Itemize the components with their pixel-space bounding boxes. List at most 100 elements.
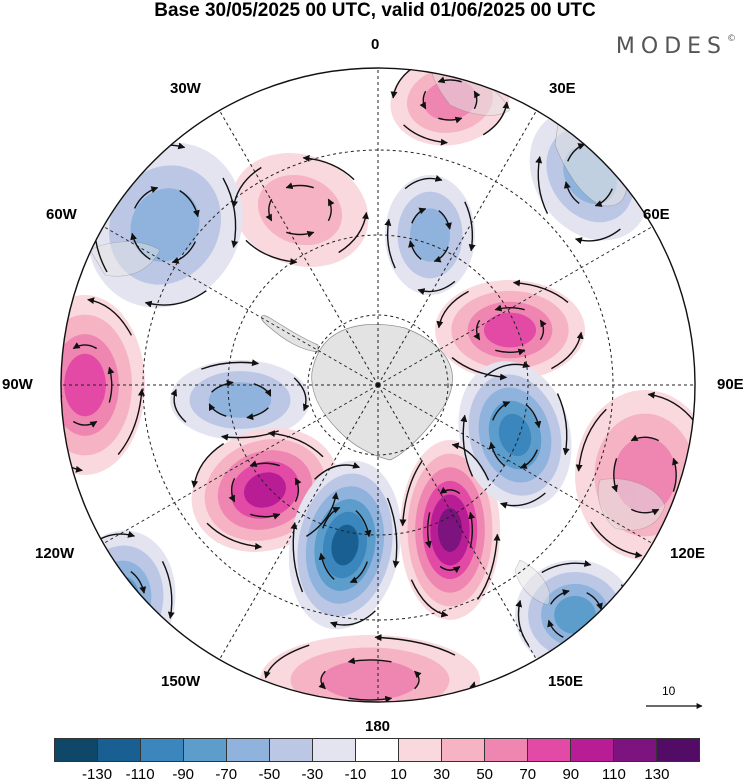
map-boundary	[60, 67, 696, 703]
wind-vector	[672, 457, 679, 492]
wind-vector	[492, 401, 511, 421]
label-lon-150w: 150W	[161, 673, 201, 690]
wind-vector	[558, 656, 609, 670]
wind-vector	[541, 560, 592, 574]
wind-vector	[559, 105, 606, 122]
wind-vector	[567, 143, 586, 162]
wind-vector	[547, 619, 564, 638]
wind-vector	[374, 634, 456, 656]
wind-vector	[61, 434, 83, 473]
wind-vector	[464, 201, 476, 252]
anomaly-lobe-150w	[244, 472, 286, 508]
wind-vector	[329, 610, 376, 628]
colorbar-tick-label: -50	[258, 766, 281, 783]
meridian-line	[377, 384, 537, 660]
anomaly-lobe-60w	[130, 188, 200, 262]
wind-vector	[253, 383, 272, 397]
wind-vector	[28, 316, 52, 381]
wind-vector	[525, 404, 542, 429]
meridian-line	[219, 384, 379, 660]
wind-vector	[72, 342, 98, 350]
colorbar-swatch	[485, 739, 528, 761]
wind-vector	[144, 290, 207, 308]
wind-vector	[201, 359, 259, 370]
wind-vector	[683, 478, 695, 542]
wind-vector	[97, 568, 116, 587]
wind-vector	[211, 380, 234, 393]
label-lon-150e: 150E	[548, 673, 584, 690]
wind-vector	[191, 443, 224, 488]
label-lon-0: 0	[371, 36, 380, 53]
wind-vector	[473, 90, 481, 110]
label-lon-180: 180	[365, 718, 391, 735]
wind-vector	[65, 581, 79, 640]
wind-vector	[285, 705, 365, 723]
wind-vector	[519, 449, 538, 469]
wind-vector	[384, 218, 396, 269]
anomaly-lobe-175w	[331, 524, 359, 566]
wind-vector	[347, 657, 392, 665]
wind-vector	[386, 497, 400, 568]
wind-vector	[436, 290, 469, 329]
modes-logo: MODES©	[616, 34, 736, 59]
wind-vector	[460, 414, 474, 477]
label-lon-30e: 30E	[549, 80, 576, 97]
wind-vector	[263, 644, 310, 679]
wind-vector	[495, 348, 526, 356]
colorbar-tick-label: -90	[172, 766, 195, 783]
meridian-line	[219, 110, 379, 386]
wind-vector	[451, 357, 508, 381]
colorbar-tick-label: 130	[644, 766, 670, 783]
wind-vector	[314, 462, 361, 480]
wind-vector	[439, 565, 461, 574]
wind-vector	[575, 408, 607, 472]
wind-vector	[338, 211, 369, 254]
colorbar-swatch	[184, 739, 227, 761]
wind-vector	[620, 584, 635, 631]
wind-vector	[285, 182, 314, 190]
wind-vector	[306, 492, 339, 537]
logo-mark: ©	[727, 34, 736, 44]
wind-vector	[403, 124, 448, 146]
wind-vector	[404, 175, 443, 190]
colorbar-swatch	[227, 739, 270, 761]
wind-vector	[245, 239, 298, 266]
label-lon-60e: 60E	[643, 206, 670, 223]
wind-vector	[93, 606, 110, 629]
label-lon-120e: 120E	[670, 545, 706, 562]
wind-vector	[550, 589, 570, 605]
label-lon-90w: 90W	[2, 376, 33, 393]
wind-vector	[355, 510, 372, 538]
colorbar-tick-label: -30	[301, 766, 324, 783]
wind-vector	[250, 512, 281, 520]
wind-vector	[499, 492, 546, 509]
wind-vector	[222, 177, 239, 248]
colorbar-swatch	[356, 739, 399, 761]
wind-vector	[468, 511, 476, 548]
wind-vector	[439, 486, 461, 495]
wind-vector	[104, 653, 151, 670]
wind-vector	[231, 166, 262, 209]
anomaly-lobe-70e	[483, 312, 537, 348]
wind-vector	[477, 533, 501, 600]
anomaly-lobe-90w	[64, 353, 106, 417]
colorbar-swatch	[442, 739, 485, 761]
vector-scale-label: 10	[662, 684, 676, 698]
label-lon-120w: 120W	[35, 545, 75, 562]
colorbar	[54, 738, 700, 762]
wind-vector	[482, 101, 510, 136]
anomaly-lobe-110e	[498, 413, 532, 457]
wind-vector	[286, 230, 315, 238]
wind-vector	[171, 241, 197, 264]
wind-vector	[417, 280, 456, 295]
anomaly-lobe-180	[321, 660, 419, 700]
anomaly-lobe-165e	[437, 508, 463, 552]
wind-vector	[408, 240, 422, 260]
colorbar-tick-label: 70	[519, 766, 537, 783]
wind-vector	[87, 297, 133, 336]
meridian-line	[377, 226, 653, 386]
colorbar-swatch	[614, 739, 657, 761]
wind-vector	[124, 613, 143, 632]
wind-vector	[130, 232, 151, 260]
